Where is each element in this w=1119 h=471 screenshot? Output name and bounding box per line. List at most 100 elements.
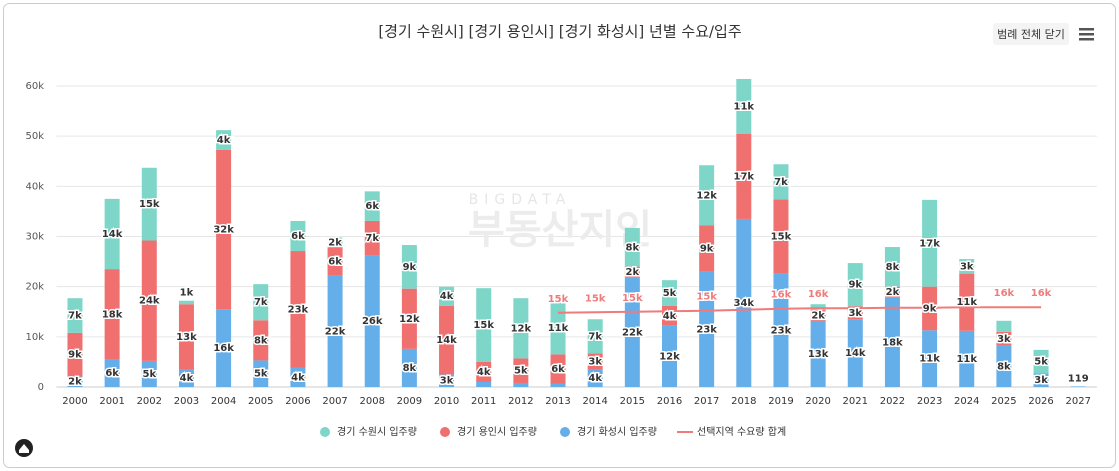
- menu-icon[interactable]: [1079, 28, 1094, 41]
- bar-segment: [550, 383, 566, 387]
- x-tick-label: 2001: [99, 396, 124, 407]
- data-label: 2k: [328, 238, 342, 249]
- bar-segment: [401, 245, 417, 289]
- data-label: 32k: [213, 224, 234, 235]
- bar-segment: [773, 273, 789, 387]
- bar-segment: [996, 345, 1012, 387]
- legend-item[interactable]: 경기 용인시 입주량: [440, 425, 537, 438]
- data-label: 6k: [551, 364, 565, 375]
- bar-segment: [661, 280, 677, 306]
- x-tick-label: 2023: [917, 396, 942, 407]
- x-tick-label: 2021: [843, 396, 868, 407]
- bar-segment: [699, 271, 715, 387]
- data-label: 2k: [68, 377, 82, 388]
- bar-segment: [587, 369, 603, 387]
- data-label: 15k: [473, 320, 494, 331]
- data-label: 5k: [514, 366, 528, 377]
- bar-segment: [847, 263, 863, 307]
- bar-segment: [216, 309, 232, 387]
- bar-segment: [699, 225, 715, 272]
- y-tick-label: 50k: [25, 131, 44, 142]
- menu-bar[interactable]: [1079, 38, 1094, 41]
- bar-segment: [773, 199, 789, 274]
- chart-title: [경기 수원시] [경기 용인시] [경기 화성시] 년별 수요/입주: [378, 23, 741, 41]
- x-tick-label: 2024: [954, 396, 979, 407]
- bar-segment: [959, 330, 975, 387]
- bar-segment: [290, 367, 306, 387]
- x-tick-label: 2027: [1065, 396, 1090, 407]
- legend-swatch: [440, 427, 450, 437]
- data-label: 6k: [365, 201, 379, 212]
- x-tick-label: 2000: [62, 396, 87, 407]
- bar-segment: [773, 164, 789, 200]
- bar-segment: [327, 275, 343, 387]
- bar-segment: [550, 301, 566, 355]
- data-label: 18k: [102, 309, 123, 320]
- data-label: 23k: [771, 325, 792, 336]
- bar-segment: [996, 320, 1012, 332]
- data-label: 23k: [696, 324, 717, 335]
- data-label: 7k: [68, 311, 82, 322]
- bar-segment: [401, 348, 417, 387]
- bar-segment: [1033, 373, 1049, 387]
- y-tick-label: 60k: [25, 81, 44, 92]
- bar-segment: [736, 78, 752, 134]
- menu-bar[interactable]: [1079, 33, 1094, 36]
- bar-segment: [996, 331, 1012, 346]
- data-label: 5k: [254, 369, 268, 380]
- x-tick-label: 2020: [805, 396, 830, 407]
- x-tick-label: 2016: [657, 396, 682, 407]
- data-label: 14k: [102, 229, 123, 240]
- x-tick-label: 2019: [768, 396, 793, 407]
- data-label: 11k: [919, 354, 940, 365]
- x-tick-label: 2013: [545, 396, 570, 407]
- bar-segment: [253, 360, 269, 387]
- legend-item[interactable]: 경기 화성시 입주량: [560, 425, 657, 438]
- legend-toggle-button[interactable]: [993, 23, 1069, 45]
- data-label: 14k: [436, 335, 457, 346]
- bar-segment: [513, 358, 529, 383]
- y-tick-label: 10k: [25, 332, 44, 343]
- legend-item[interactable]: 경기 수원시 입주량: [320, 425, 417, 438]
- bar-segment: [364, 255, 380, 387]
- bar-segment: [736, 218, 752, 387]
- data-label: 14k: [845, 348, 866, 359]
- bar-segment: [513, 382, 529, 387]
- data-label: 7k: [774, 177, 788, 188]
- bar-segment: [847, 319, 863, 387]
- data-label: 5k: [1034, 357, 1048, 368]
- legend-toggle-label[interactable]: 범례 전체 닫기: [997, 28, 1065, 41]
- x-tick-label: 2014: [582, 396, 607, 407]
- watermark: 부동산지인: [468, 207, 652, 253]
- x-tick-label: 2004: [211, 396, 236, 407]
- data-label: 1k: [180, 288, 194, 299]
- data-label: 3k: [997, 334, 1011, 345]
- bar-segment: [661, 325, 677, 387]
- logo-house: [19, 444, 29, 453]
- data-label: 4k: [588, 373, 602, 384]
- bar-segment: [476, 288, 492, 362]
- line: [558, 306, 1042, 314]
- data-label: 8k: [403, 363, 417, 374]
- x-tick-label: 2022: [880, 396, 905, 407]
- data-label: 7k: [254, 297, 268, 308]
- menu-bar[interactable]: [1079, 28, 1094, 31]
- x-tick-label: 2003: [174, 396, 199, 407]
- data-label: 16k: [771, 290, 792, 301]
- data-label: 11k: [548, 323, 569, 334]
- bar-segment: [178, 304, 194, 370]
- data-label: 8k: [886, 262, 900, 273]
- data-label: 4k: [440, 291, 454, 302]
- data-label: 12k: [511, 323, 532, 334]
- bar-segment: [439, 374, 455, 387]
- bar-segment: [439, 305, 455, 375]
- watermark: BIGDATA: [469, 192, 572, 208]
- x-tick-label: 2007: [322, 396, 347, 407]
- data-label: 119: [1068, 373, 1089, 384]
- legend-item[interactable]: 선택지역 수요량 합계: [677, 426, 786, 438]
- bar-segment: [959, 259, 975, 274]
- x-tick-label: 2017: [694, 396, 719, 407]
- legend-label: 경기 용인시 입주량: [457, 425, 537, 438]
- bar-segment: [439, 286, 455, 306]
- bar-segment: [476, 381, 492, 387]
